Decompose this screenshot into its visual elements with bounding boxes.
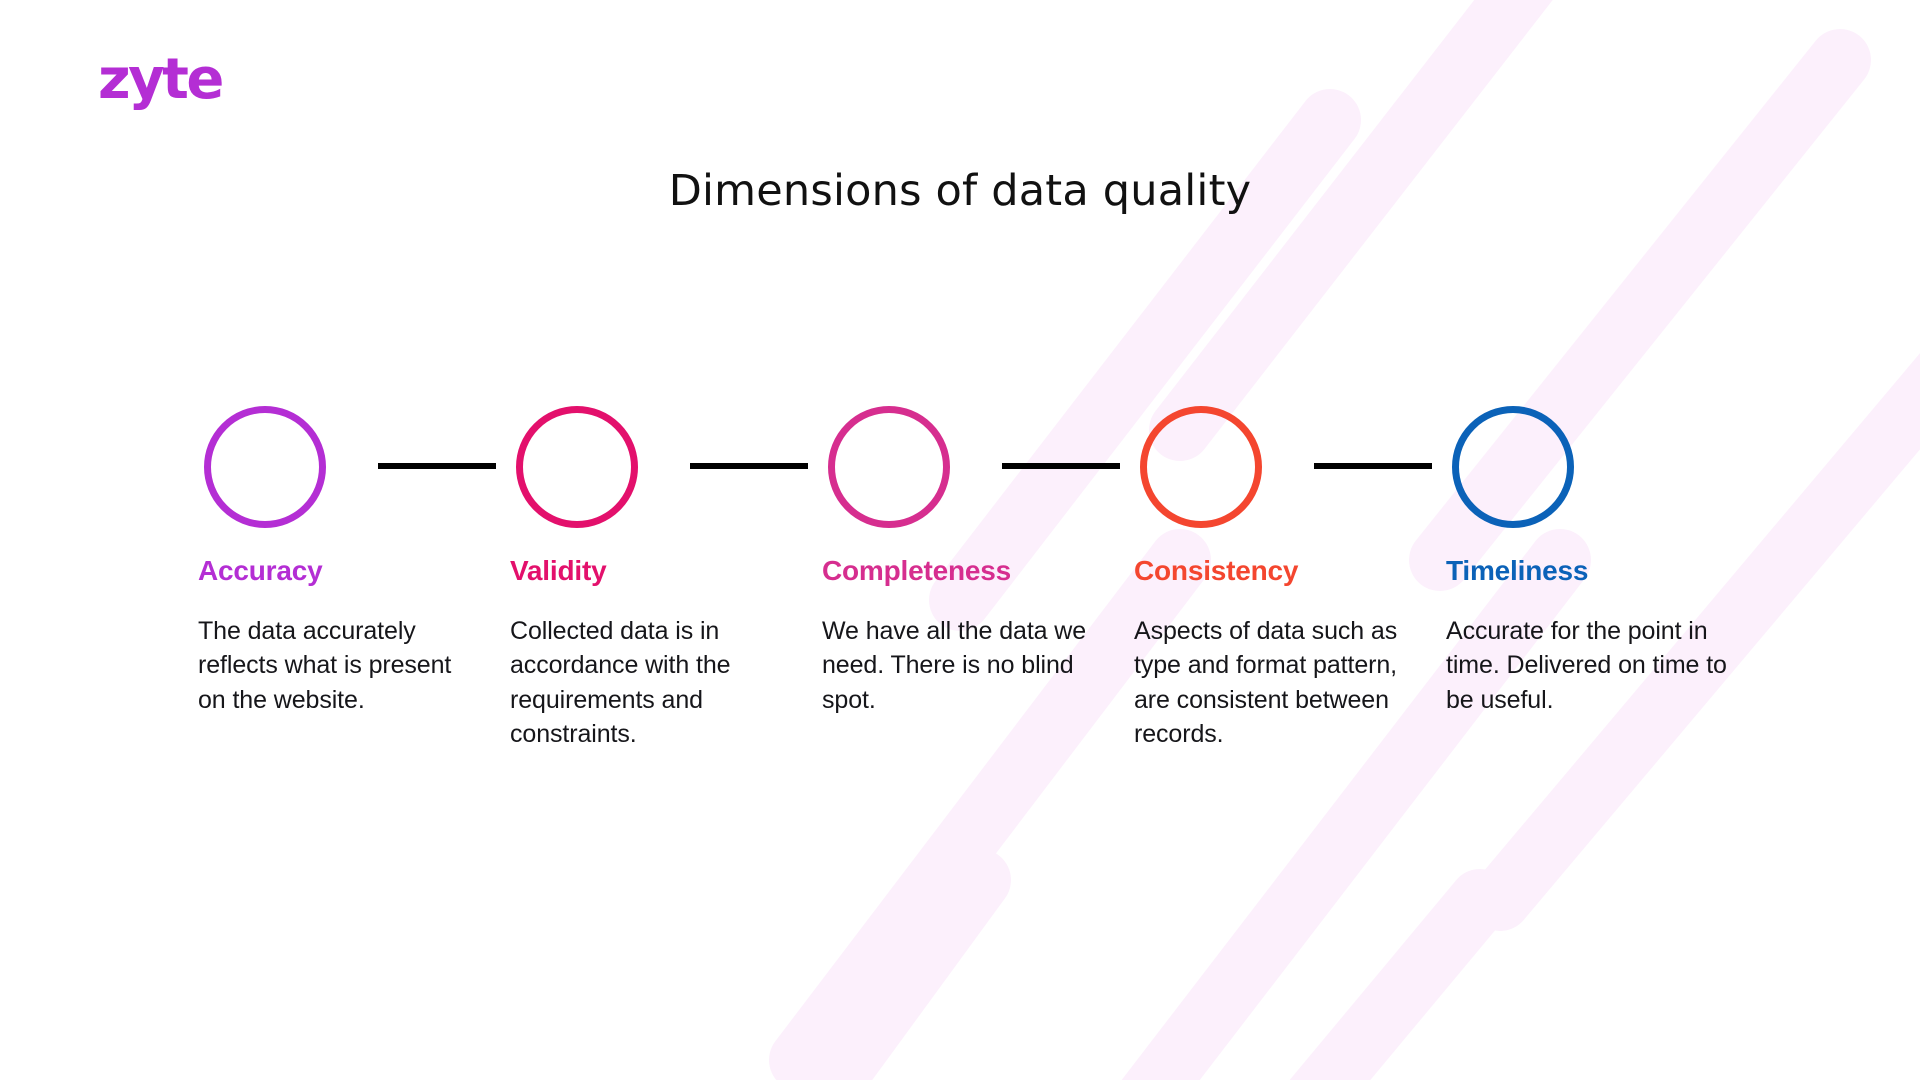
connector-line <box>1002 463 1120 469</box>
connector-line <box>690 463 808 469</box>
zyte-logo: zyte <box>98 47 224 112</box>
step-description: The data accurately reflects what is pre… <box>198 616 452 714</box>
step-marker-row <box>198 398 510 538</box>
step-marker-row <box>1446 398 1758 538</box>
step-completeness: Completeness We have all the data we need… <box>822 398 1134 717</box>
step-validity: Validity Collected data is in accordance … <box>510 398 822 752</box>
step-accuracy: Accuracy The data accurately reflects wha… <box>198 398 510 717</box>
circle-icon <box>204 406 326 528</box>
circle-icon <box>828 406 950 528</box>
steps-container: Accuracy The data accurately reflects wha… <box>198 398 1758 898</box>
decorative-stripe <box>795 849 1011 1080</box>
connector-line <box>378 463 496 469</box>
connector-line <box>1314 463 1432 469</box>
circle-icon <box>516 406 638 528</box>
step-description: Collected data is in accordance with the… <box>510 616 731 749</box>
step-description: Accurate for the point in time. Delivere… <box>1446 616 1727 714</box>
step-timeliness: Timeliness Accurate for the point in time… <box>1446 398 1758 717</box>
decorative-stripe <box>1289 869 1511 1080</box>
step-marker-row <box>822 398 1134 538</box>
step-label: Timeliness <box>1446 555 1589 586</box>
step-label: Consistency <box>1134 555 1299 586</box>
step-label: Accuracy <box>198 555 323 586</box>
step-marker-row <box>510 398 822 538</box>
step-consistency: Consistency Aspects of data such as type … <box>1134 398 1446 752</box>
step-label: Completeness <box>822 555 1011 586</box>
circle-icon <box>1140 406 1262 528</box>
circle-icon <box>1452 406 1574 528</box>
step-marker-row <box>1134 398 1446 538</box>
step-label: Validity <box>510 555 607 586</box>
page-title: Dimensions of data quality <box>668 166 1252 216</box>
step-description: Aspects of data such as type and format … <box>1134 616 1398 749</box>
step-description: We have all the data we need. There is n… <box>822 616 1087 714</box>
